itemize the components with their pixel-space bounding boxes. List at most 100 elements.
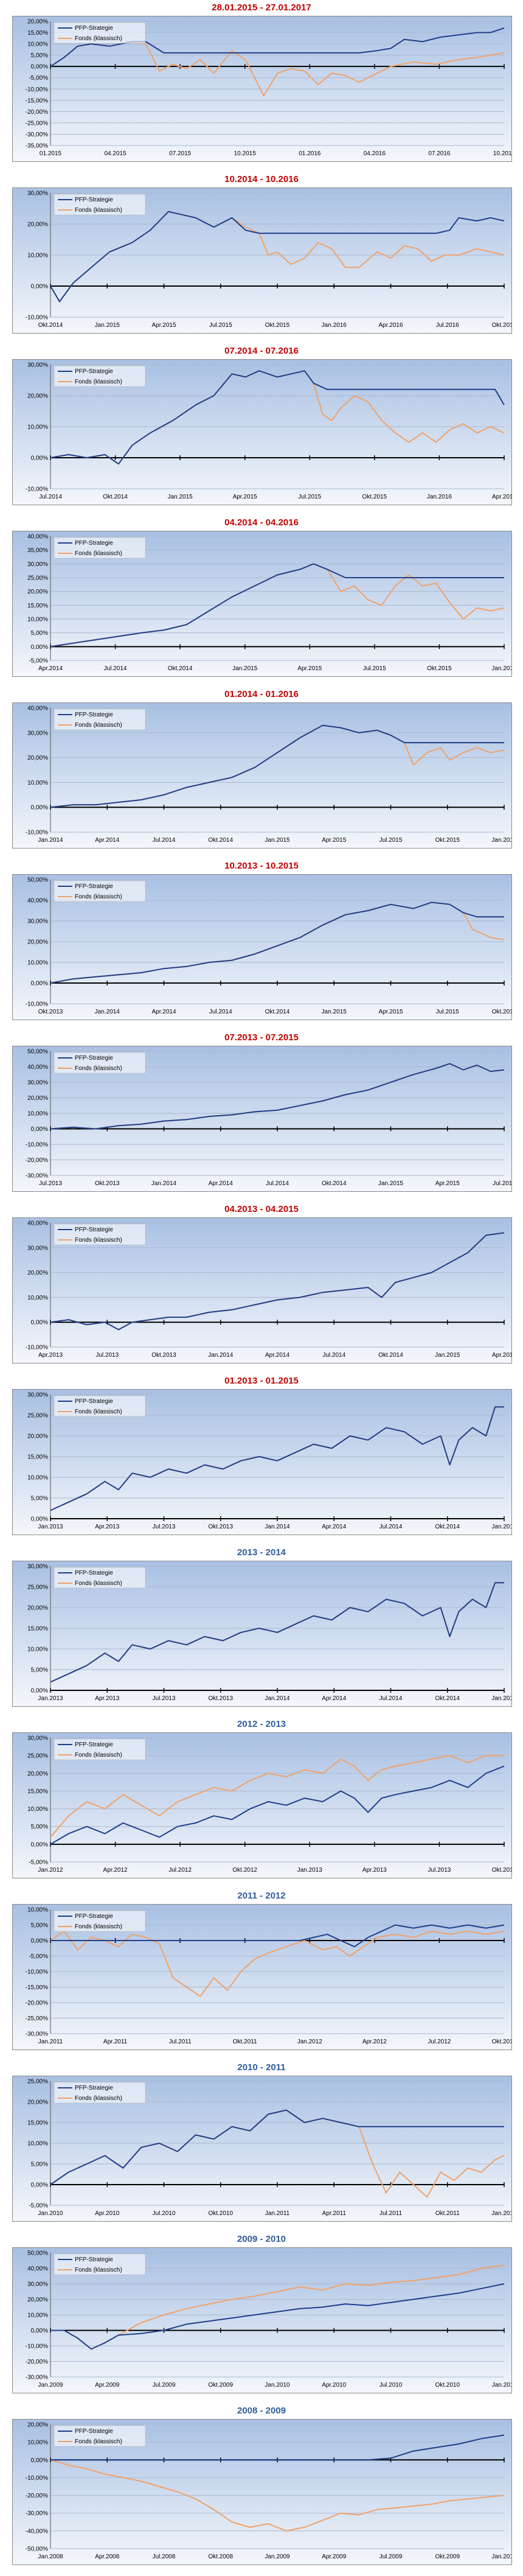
y-tick-label: 20,00% bbox=[27, 393, 48, 400]
x-tick-label: Okt.2014 bbox=[168, 665, 193, 672]
x-tick-label: Jul.2008 bbox=[153, 2553, 176, 2560]
y-tick-label: 20,00% bbox=[27, 1771, 48, 1777]
x-tick-label: Apr.2014 bbox=[322, 1695, 346, 1702]
y-tick-label: 25,00% bbox=[27, 2079, 48, 2085]
y-tick-label: 20,00% bbox=[27, 1605, 48, 1612]
x-tick-label: Okt.2013 bbox=[95, 1180, 120, 1187]
y-tick-label: 10,00% bbox=[27, 617, 48, 623]
y-tick-label: 0,00% bbox=[31, 2457, 48, 2464]
y-tick-label: -30,00% bbox=[26, 2031, 48, 2038]
chart-svg: 25,00% 20,00% 15,00% 10,00% 5,00% 0,00% -5,00%… bbox=[13, 2076, 511, 2221]
x-tick-label: Jul.2013 bbox=[428, 1867, 451, 1874]
series-line-pfp bbox=[50, 563, 504, 648]
legend-box bbox=[54, 1395, 146, 1417]
series-line-fonds bbox=[50, 1930, 505, 1997]
chart-svg: 30,00% 20,00% 10,00% 0,00% -10,00%Okt.2014 Ja… bbox=[13, 188, 511, 333]
x-tick-label: Jan.2015 bbox=[322, 1009, 347, 1015]
y-tick-label: 10,00% bbox=[27, 960, 48, 967]
y-tick-label: -10,00% bbox=[26, 2343, 48, 2350]
y-tick-label: 40,00% bbox=[27, 1064, 48, 1071]
y-tick-label: 15,00% bbox=[27, 603, 48, 609]
y-tick-label: -20,00% bbox=[26, 2000, 48, 2007]
y-tick-label: -30,00% bbox=[26, 2375, 48, 2381]
y-tick-label: 20,00% bbox=[27, 1270, 48, 1276]
y-tick-label: 40,00% bbox=[27, 2266, 48, 2272]
chart-panel: 2013 - 2014 30,00% 25,00% 20,00% 15,00% 10,00… bbox=[0, 1545, 523, 1710]
x-tick-label: Jan.2016 bbox=[491, 665, 511, 672]
series-line-pfp bbox=[50, 2434, 505, 2461]
x-tick-label: Jan.2013 bbox=[297, 1867, 323, 1874]
y-tick-label: 10,00% bbox=[27, 1111, 48, 1118]
x-tick-label: Okt.2015 bbox=[362, 494, 387, 500]
x-tick-label: Okt.2014 bbox=[435, 1524, 460, 1530]
chart-frame: 40,00% 30,00% 20,00% 10,00% 0,00% -10,00% Apr.… bbox=[12, 1217, 512, 1363]
x-tick-label: Jul.2013 bbox=[153, 1695, 176, 1702]
x-tick-label: Okt.2012 bbox=[232, 1867, 257, 1874]
x-tick-label: Okt.2014 bbox=[435, 1695, 460, 1702]
legend: PFP-Strategie Fonds (klassisch) bbox=[54, 194, 146, 215]
x-tick-label: Jan.2008 bbox=[38, 2553, 63, 2560]
y-tick-label: 20,00% bbox=[27, 589, 48, 595]
y-tick-label: -10,00% bbox=[26, 1142, 48, 1149]
y-tick-label: 10,00% bbox=[27, 780, 48, 786]
y-tick-label: 20,00% bbox=[27, 19, 48, 26]
x-tick-label: Jul.2014 bbox=[153, 837, 176, 844]
chart-svg: 40,00%30,00%20,00%10,00%0,00%-10,00%Apr.… bbox=[13, 1218, 511, 1363]
chart-title: 10.2013 - 10.2015 bbox=[224, 861, 299, 871]
y-tick-label: -35,00% bbox=[26, 143, 48, 150]
y-tick-label: 10,00% bbox=[27, 2440, 48, 2446]
legend: PFP-Strategie Fonds (klassisch) bbox=[54, 1910, 146, 1932]
chart-title: 2012 - 2013 bbox=[237, 1719, 286, 1729]
legend-box bbox=[54, 537, 146, 559]
chart-frame: 20,00% 15,00% 10,00% 5,00% 0,00% -5,00% -10,00… bbox=[12, 16, 512, 162]
y-tick-label: -20,00% bbox=[26, 2493, 48, 2499]
x-tick-label: 07.2016 bbox=[428, 150, 451, 157]
y-tick-label: 25,00% bbox=[27, 1413, 48, 1419]
legend-label-pfp: PFP-Strategie bbox=[75, 540, 113, 547]
chart-panel: 04.2013 - 04.2015 40,00% 30,00% 20,00% 10,00… bbox=[0, 1202, 523, 1367]
chart-frame: 50,00% 40,00% 30,00% 20,00% 10,00% 0,00% -10,0… bbox=[12, 2247, 512, 2393]
y-tick-label: 30,00% bbox=[27, 1392, 48, 1399]
legend: PFP-Strategie Fonds (klassisch) bbox=[54, 537, 146, 559]
x-tick-label: Jul.2013 bbox=[153, 1524, 176, 1530]
y-tick-label: 30,00% bbox=[27, 1735, 48, 1742]
x-tick-label: Jan.2014 bbox=[95, 1009, 120, 1015]
chart-title: 28.01.2015 - 27.01.2017 bbox=[212, 2, 311, 13]
y-tick-label: 5,00% bbox=[31, 2161, 48, 2168]
chart-title: 2008 - 2009 bbox=[237, 2406, 286, 2416]
series-line-pfp bbox=[50, 2283, 505, 2350]
x-tick-label: Apr.2009 bbox=[95, 2382, 119, 2389]
y-tick-label: 0,00% bbox=[31, 284, 48, 290]
chart-title: 04.2013 - 04.2015 bbox=[224, 1204, 299, 1214]
legend-label-pfp: PFP-Strategie bbox=[75, 2085, 113, 2091]
legend-box bbox=[54, 880, 146, 902]
chart-svg: 20,00% 10,00% 0,00% -10,00% -20,00% -30,00% -4… bbox=[13, 2420, 511, 2564]
x-tick-label: Okt.2015 bbox=[435, 837, 460, 844]
y-tick-label: -30,00% bbox=[26, 2510, 48, 2517]
y-tick-label: 15,00% bbox=[27, 30, 48, 37]
chart-svg: 10,00% 5,00% 0,00% -5,00% -10,00% -15,00% -20,… bbox=[13, 1905, 511, 2049]
chart-svg: 50,00% 40,00% 30,00% 20,00% 10,00% 0,00% -10,0… bbox=[13, 1046, 511, 1191]
chart-title: 2009 - 2010 bbox=[237, 2234, 286, 2244]
y-tick-label: 10,00% bbox=[27, 41, 48, 48]
x-tick-label: Jul.2015 bbox=[493, 1180, 511, 1187]
y-tick-label: 15,00% bbox=[27, 1788, 48, 1795]
x-tick-label: Okt.2010 bbox=[208, 2210, 233, 2217]
x-tick-label: Jan.2015 bbox=[491, 1695, 511, 1702]
chart-panel: 2008 - 2009 20,00% 10,00% 0,00% -10,00% -20,0… bbox=[0, 2403, 523, 2569]
x-tick-label: Apr.2014 bbox=[95, 837, 119, 844]
legend-label-pfp: PFP-Strategie bbox=[75, 197, 113, 203]
x-tick-label: Jan.2014 bbox=[151, 1180, 177, 1187]
legend-label-pfp: PFP-Strategie bbox=[75, 883, 113, 890]
y-tick-label: 50,00% bbox=[27, 877, 48, 884]
x-tick-label: Okt.2013 bbox=[208, 1524, 233, 1530]
x-tick-label: Okt.2014 bbox=[103, 494, 128, 500]
legend: PFP-Strategie Fonds (klassisch) bbox=[54, 2425, 146, 2447]
chart-panel: 01.2014 - 01.2016 40,00% 30,00% 20,00% 10,00… bbox=[0, 687, 523, 852]
legend-label-fonds: Fonds (klassisch) bbox=[75, 722, 122, 729]
legend-box bbox=[54, 709, 146, 730]
chart-panel: 01.2013 - 01.2015 30,00% 25,00% 20,00% 15,00… bbox=[0, 1373, 523, 1539]
legend: PFP-Strategie Fonds (klassisch) bbox=[54, 880, 146, 902]
y-tick-label: 5,00% bbox=[31, 630, 48, 637]
